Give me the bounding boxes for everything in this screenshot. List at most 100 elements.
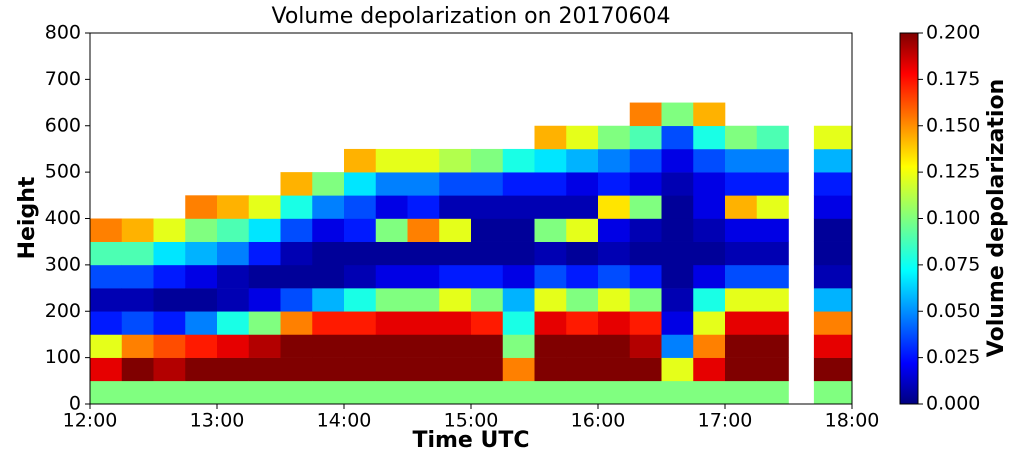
heatmap-cell: [756, 288, 789, 312]
heatmap-cell: [312, 172, 345, 196]
heatmap-cell: [756, 218, 789, 242]
heatmap-cell: [439, 241, 472, 266]
heatmap-cell: [312, 264, 345, 289]
heatmap-cell: [756, 311, 789, 335]
heatmap-cell: [534, 264, 567, 289]
heatmap-cell: [153, 218, 186, 242]
heatmap-cell: [813, 357, 853, 382]
heatmap-cell: [312, 195, 345, 219]
x-axis-label: Time UTC: [412, 428, 529, 453]
heatmap-cell: [693, 264, 726, 289]
heatmap-cell: [121, 380, 154, 405]
heatmap-cell: [534, 288, 567, 312]
heatmap-cell: [502, 264, 535, 289]
heatmap-cell: [375, 195, 408, 219]
heatmap-cell: [661, 241, 694, 266]
heatmap-cell: [439, 148, 472, 173]
colorbar-tick-label: 0.025: [926, 346, 980, 368]
heatmap-cell: [693, 102, 726, 127]
heatmap-cell: [756, 125, 789, 150]
heatmap-cell: [248, 357, 281, 382]
heatmap-cell: [375, 288, 408, 312]
heatmap-cell: [813, 334, 853, 358]
heatmap-cell: [344, 172, 377, 196]
heatmap-cell: [407, 148, 440, 173]
heatmap-cell: [534, 148, 567, 173]
heatmap-cell: [661, 195, 694, 219]
heatmap-cell: [375, 264, 408, 289]
heatmap-cell: [566, 264, 599, 289]
heatmap-cell: [90, 357, 123, 382]
heatmap-cell: [375, 380, 408, 405]
heatmap-cell: [248, 311, 281, 335]
y-tick-label: 500: [45, 161, 81, 183]
heatmap-cell: [534, 195, 567, 219]
heatmap-cell: [407, 380, 440, 405]
heatmap-cell: [439, 264, 472, 289]
heatmap-cell: [312, 334, 345, 358]
heatmap-cell: [725, 218, 758, 242]
heatmap-cell: [661, 125, 694, 150]
heatmap-cell: [471, 172, 504, 196]
heatmap-cell: [312, 357, 345, 382]
heatmap-cell: [813, 380, 853, 405]
heatmap-cell: [598, 195, 631, 219]
heatmap-cell: [756, 172, 789, 196]
heatmap-cell: [566, 311, 599, 335]
colorbar-tick-label: 0.175: [926, 68, 980, 90]
heatmap-cell: [566, 357, 599, 382]
heatmap-cell: [693, 357, 726, 382]
heatmap-cell: [344, 218, 377, 242]
heatmap-cell: [185, 311, 218, 335]
heatmap-cell: [629, 195, 662, 219]
colorbar-tick-label: 0.050: [926, 300, 980, 322]
heatmap-cell: [661, 311, 694, 335]
heatmap-cell: [471, 264, 504, 289]
heatmap-cell: [661, 334, 694, 358]
heatmap-cell: [725, 195, 758, 219]
heatmap-cell: [629, 172, 662, 196]
x-tick-label: 13:00: [190, 410, 245, 432]
heatmap-cell: [725, 172, 758, 196]
heatmap-cell: [375, 172, 408, 196]
heatmap-cell: [502, 357, 535, 382]
heatmap-cell: [344, 357, 377, 382]
colorbar-tick-label: 0.100: [926, 207, 980, 229]
heatmap-cell: [471, 311, 504, 335]
heatmap-cell: [534, 241, 567, 266]
heatmap-cell: [693, 311, 726, 335]
heatmap-cell: [439, 288, 472, 312]
heatmap-cell: [661, 288, 694, 312]
y-tick-label: 200: [45, 300, 81, 322]
heatmap-cell: [344, 380, 377, 405]
x-tick-label: 18:00: [825, 410, 880, 432]
heatmap-cell: [629, 218, 662, 242]
heatmap-cell: [725, 288, 758, 312]
heatmap-cell: [248, 195, 281, 219]
heatmap-cell: [629, 241, 662, 266]
heatmap-cell: [661, 264, 694, 289]
heatmap-cell: [185, 357, 218, 382]
colorbar-label: Volume depolarization: [984, 79, 1009, 357]
heatmap-cell: [153, 311, 186, 335]
colorbar-tick-label: 0.200: [926, 22, 980, 44]
y-tick-label: 600: [45, 114, 81, 136]
heatmap-cell: [375, 218, 408, 242]
heatmap-cell: [502, 334, 535, 358]
heatmap-cell: [598, 148, 631, 173]
heatmap-cell: [344, 241, 377, 266]
heatmap-cell: [756, 334, 789, 358]
heatmap-cell: [90, 218, 123, 242]
heatmap-cell: [217, 288, 250, 312]
heatmap-cell: [693, 218, 726, 242]
heatmap-cell: [471, 334, 504, 358]
heatmap-cell: [248, 380, 281, 405]
heatmap-cell: [813, 125, 853, 150]
heatmap-cell: [629, 288, 662, 312]
heatmap-cell: [280, 311, 313, 335]
heatmap-cell: [566, 195, 599, 219]
heatmap-cell: [185, 380, 218, 405]
heatmap-cell: [725, 357, 758, 382]
y-tick-label: 700: [45, 68, 81, 90]
